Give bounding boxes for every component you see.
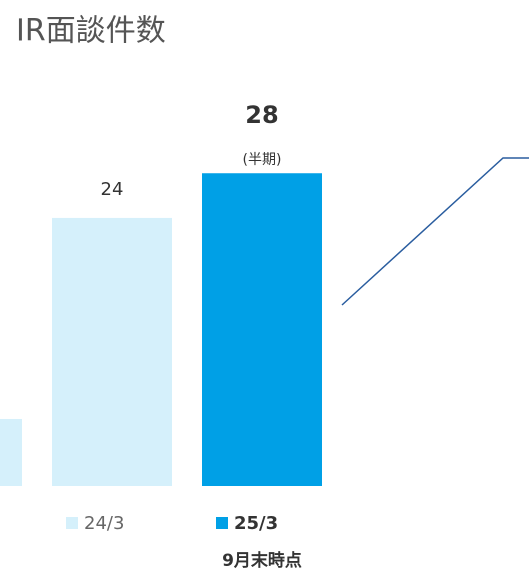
legend-swatch bbox=[66, 517, 78, 529]
value-label: 24 bbox=[101, 179, 124, 200]
x-tick-label: 25/3 bbox=[234, 513, 278, 534]
callout-line bbox=[341, 157, 529, 306]
legend-swatch bbox=[216, 517, 228, 529]
bar bbox=[52, 217, 172, 487]
value-label: 28 bbox=[245, 101, 278, 129]
bar bbox=[202, 173, 322, 487]
chart-title: IR面談件数 bbox=[16, 14, 166, 49]
as-of-note: 9月末時点 bbox=[222, 550, 302, 571]
x-tick-label: 24/3 bbox=[84, 513, 124, 534]
bar bbox=[0, 418, 22, 486]
period-note: (半期) bbox=[243, 152, 282, 168]
